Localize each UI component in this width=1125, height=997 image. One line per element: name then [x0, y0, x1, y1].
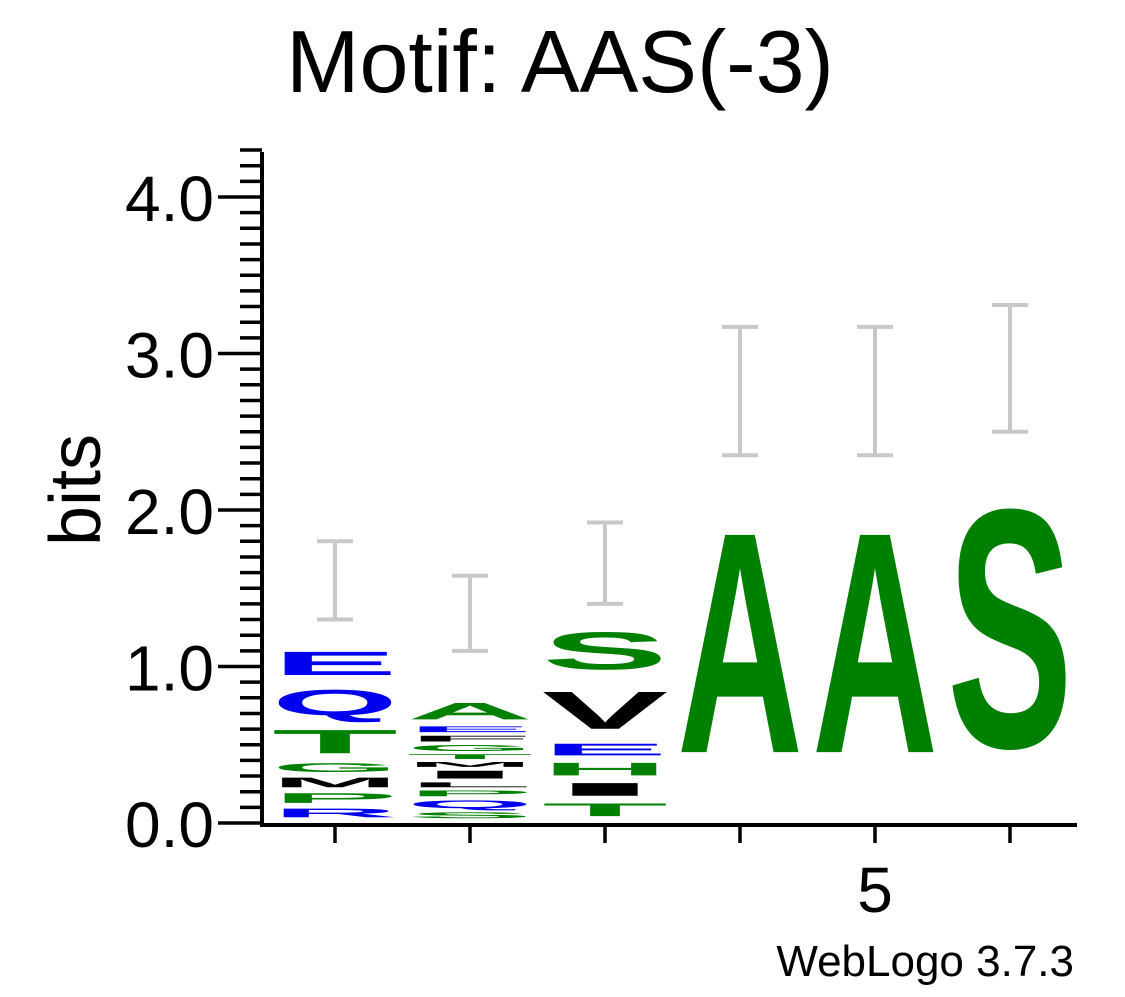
- logo-letter-i: I: [407, 768, 533, 781]
- error-bar: [722, 324, 758, 458]
- logo-letter-i: I: [542, 779, 668, 799]
- x-axis-ticks: 5: [333, 825, 1012, 926]
- logo-letter-a: A: [812, 467, 938, 820]
- y-tick-label: 4.0: [125, 163, 214, 235]
- y-tick-label: 2.0: [125, 476, 214, 548]
- logo-letter-q: Q: [272, 682, 398, 723]
- logo-letter-s: S: [407, 811, 533, 820]
- logo-letter-t: T: [542, 800, 668, 820]
- logo-letter-g: G: [407, 743, 533, 752]
- weblogo-footer: WebLogo 3.7.3: [776, 937, 1074, 986]
- logo-letter-s: S: [542, 621, 668, 681]
- logo-letter-h: H: [542, 759, 668, 779]
- logo-letter-a: A: [407, 698, 533, 725]
- error-bar: [857, 324, 893, 458]
- y-tick-label: 0.0: [125, 789, 214, 861]
- error-bar: [452, 573, 488, 653]
- error-bar: [992, 302, 1028, 434]
- logo-letter-a: A: [677, 467, 803, 820]
- chart-title: Motif: AAS(-3): [286, 12, 834, 111]
- logo-letter-l: L: [407, 781, 533, 789]
- logo-column-4: A: [677, 467, 803, 820]
- logo-letter-m: M: [407, 760, 533, 768]
- logo-column-5: A: [812, 467, 938, 820]
- logo-letter-e: E: [542, 740, 668, 759]
- y-axis-label: bits: [36, 434, 116, 546]
- logo-letter-r: R: [272, 806, 398, 820]
- logo-letter-e: E: [407, 725, 533, 734]
- logo-letter-q: Q: [407, 798, 533, 811]
- error-bar: [587, 520, 623, 606]
- error-bar: [317, 539, 353, 622]
- error-bars: [317, 302, 1028, 653]
- x-tick-label: 5: [857, 854, 893, 926]
- logo-letter-v: V: [542, 681, 668, 741]
- logo-letter-g: G: [272, 761, 398, 775]
- logo-letter-m: M: [272, 775, 398, 791]
- y-tick-label: 3.0: [125, 320, 214, 392]
- logo-letter-p: P: [407, 789, 533, 798]
- y-tick-label: 1.0: [125, 633, 214, 705]
- logo-letter-t: T: [272, 723, 398, 761]
- logo-letter-t: T: [407, 753, 533, 761]
- logo-letter-s: S: [947, 439, 1073, 820]
- logo-letter-p: P: [272, 790, 398, 806]
- logo-letter-f: F: [407, 734, 533, 743]
- logo-letter-e: E: [272, 644, 398, 682]
- logo-column-6: S: [947, 439, 1073, 820]
- y-axis-ticks: 0.0 1.0 2.0 3.0 4.0: [125, 148, 262, 861]
